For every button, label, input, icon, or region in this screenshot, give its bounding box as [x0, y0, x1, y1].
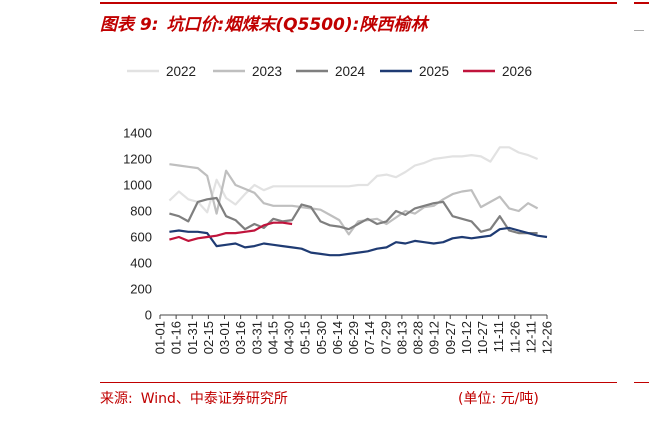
- x-tick-label: 11-11: [491, 321, 506, 352]
- source-text: Wind、中泰证券研究所: [140, 391, 288, 407]
- x-tick-label: 01-16: [169, 321, 184, 354]
- y-tick-label: 1000: [123, 178, 152, 193]
- footer-rule: [100, 382, 617, 383]
- chart-axes: 0 200 400 600 800 1000 1200 1400 01-01 01-16 01-31…: [123, 126, 554, 355]
- x-tick-label: 05-15: [298, 321, 313, 354]
- y-tick-label: 1400: [123, 126, 152, 141]
- x-tick-label: 09-27: [443, 321, 458, 354]
- series-line-2023: [169, 163, 539, 236]
- series-line-2022: [168, 146, 539, 214]
- x-tick-label: 10-27: [475, 321, 490, 354]
- chart-series: [168, 146, 548, 257]
- y-tick-label: 200: [130, 282, 152, 297]
- x-tick-label: 10-12: [459, 321, 474, 354]
- series-line-2025: [169, 226, 548, 257]
- figure-label: 图表 9:: [100, 15, 159, 35]
- series-line-2024: [169, 196, 538, 235]
- x-tick-label: 12-26: [540, 321, 555, 354]
- x-tick-label: 04-30: [282, 321, 297, 354]
- legend-label-2025: 2025: [419, 64, 449, 79]
- top-accent-bar: [100, 2, 617, 4]
- y-tick-label: 400: [130, 256, 152, 271]
- x-tick-label: 03-31: [249, 321, 264, 354]
- y-tick-label: 800: [130, 204, 152, 219]
- x-tick-label: 06-29: [346, 321, 361, 354]
- x-tick-label: 11-26: [507, 321, 522, 353]
- x-tick-label: 08-28: [411, 321, 426, 354]
- x-tick-label: 07-29: [378, 321, 393, 354]
- y-tick-label: 1200: [123, 152, 152, 167]
- y-tick-label: 600: [130, 230, 152, 245]
- legend-label-2024: 2024: [335, 64, 366, 79]
- x-tick-label: 06-14: [330, 321, 345, 354]
- top-accent-bar-right: [634, 2, 649, 4]
- x-tick-label: 05-30: [314, 321, 329, 354]
- chart-legend: 2022 2023 2024 2025 2026: [127, 64, 532, 79]
- x-tick-label: 03-16: [233, 321, 248, 354]
- legend-label-2026: 2026: [502, 64, 532, 79]
- side-divider: [634, 30, 644, 31]
- y-tick-label: 0: [145, 308, 152, 323]
- x-tick-label: 07-14: [362, 321, 377, 354]
- series-line-2026: [169, 221, 293, 242]
- legend-label-2022: 2022: [166, 64, 196, 79]
- legend-label-2023: 2023: [252, 64, 282, 79]
- figure-title-text: 坑口价:烟煤末(Q5500):陕西榆林: [166, 15, 428, 35]
- x-tick-label: 09-12: [427, 321, 442, 354]
- unit-note: (单位: 元/吨): [458, 391, 539, 407]
- x-tick-label: 08-13: [394, 321, 409, 354]
- x-tick-label: 01-31: [185, 321, 200, 354]
- x-tick-label: 12-11: [523, 321, 538, 353]
- footer-rule-right: [634, 382, 649, 383]
- source-note: 来源: Wind、中泰证券研究所: [100, 388, 288, 408]
- x-tick-label: 03-01: [217, 321, 232, 354]
- figure-title: 图表 9: 坑口价:烟煤末(Q5500):陕西榆林: [100, 10, 427, 35]
- x-tick-label: 02-15: [201, 321, 216, 354]
- x-tick-label: 04-15: [265, 321, 280, 354]
- x-tick-label: 01-01: [153, 321, 168, 354]
- source-label: 来源:: [100, 391, 133, 407]
